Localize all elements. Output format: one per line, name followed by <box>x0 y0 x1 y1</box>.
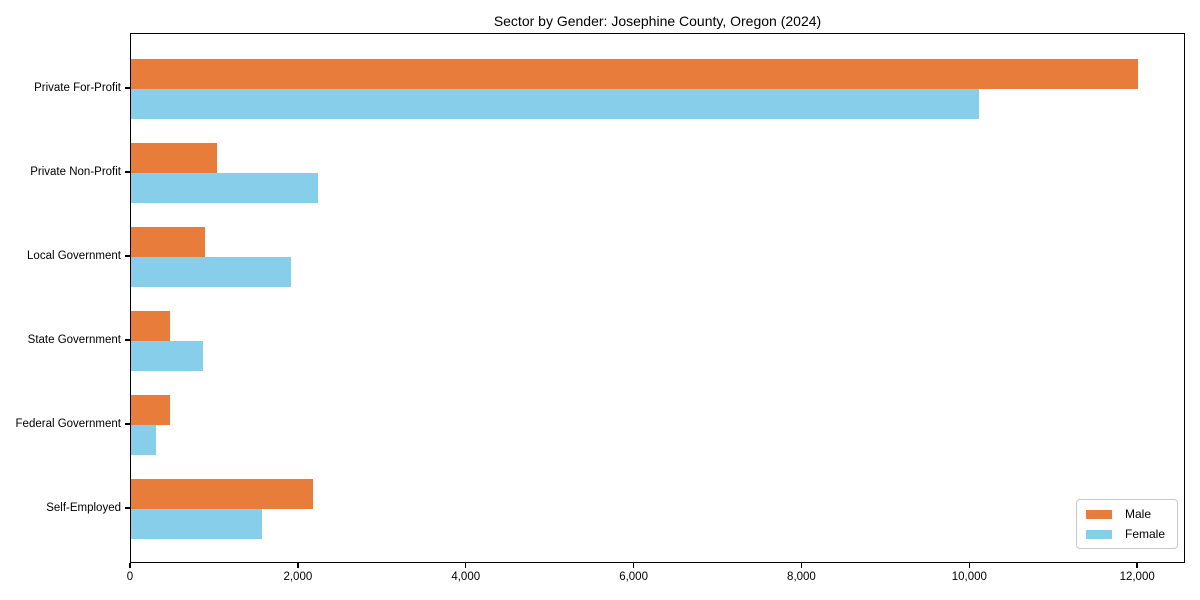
y-tick-mark <box>125 339 130 341</box>
x-tick-label-8000: 8,000 <box>787 571 816 583</box>
bar-female-private-for-profit <box>131 89 979 119</box>
y-tick-label-private-non-profit: Private Non-Profit <box>30 166 121 178</box>
bar-female-local-government <box>131 257 291 287</box>
y-tick-mark <box>125 507 130 509</box>
x-tick-label-2000: 2,000 <box>283 571 313 583</box>
y-tick-label-federal-government: Federal Government <box>15 418 121 430</box>
legend-label-female: Female <box>1124 527 1165 541</box>
x-tick-mark <box>464 563 467 568</box>
bar-male-local-government <box>131 227 205 257</box>
bar-male-private-non-profit <box>131 143 217 173</box>
legend-label-male: Male <box>1124 507 1151 521</box>
x-tick-label-10000: 10,000 <box>951 571 987 583</box>
x-tick-mark <box>800 563 803 568</box>
x-tick-mark <box>297 563 299 568</box>
y-tick-mark <box>125 255 130 257</box>
legend-item-male: Male <box>1085 507 1165 521</box>
bar-male-federal-government <box>131 395 170 425</box>
x-tick-mark <box>129 563 131 568</box>
y-tick-mark <box>125 423 130 425</box>
legend-item-female: Female <box>1085 527 1165 541</box>
bar-female-federal-government <box>131 425 156 455</box>
bar-female-self-employed <box>131 509 262 539</box>
legend: Male Female <box>1075 499 1178 549</box>
bar-female-private-non-profit <box>131 173 318 203</box>
x-tick-label-6000: 6,000 <box>619 571 648 583</box>
x-tick-label-12000: 12,000 <box>1119 571 1155 583</box>
y-tick-label-state-government: State Government <box>27 334 121 346</box>
bar-male-self-employed <box>131 479 313 509</box>
x-tick-mark <box>968 563 971 568</box>
x-tick-mark <box>632 563 635 568</box>
legend-swatch-female <box>1085 529 1112 539</box>
y-tick-mark <box>125 87 130 89</box>
bar-male-state-government <box>131 311 170 341</box>
y-tick-mark <box>125 171 130 173</box>
x-tick-label-0: 0 <box>126 571 134 583</box>
bar-male-private-for-profit <box>131 59 1138 89</box>
y-tick-label-self-employed: Self-Employed <box>46 502 121 514</box>
chart-title: Sector by Gender: Josephine County, Oreg… <box>493 13 822 29</box>
legend-swatch-male <box>1085 509 1112 519</box>
plot-area: Male Female <box>130 33 1185 563</box>
y-tick-label-private-for-profit: Private For-Profit <box>34 82 121 94</box>
x-tick-mark <box>1136 563 1138 568</box>
x-tick-label-4000: 4,000 <box>451 571 481 583</box>
bar-female-state-government <box>131 341 203 371</box>
y-tick-label-local-government: Local Government <box>27 250 121 262</box>
